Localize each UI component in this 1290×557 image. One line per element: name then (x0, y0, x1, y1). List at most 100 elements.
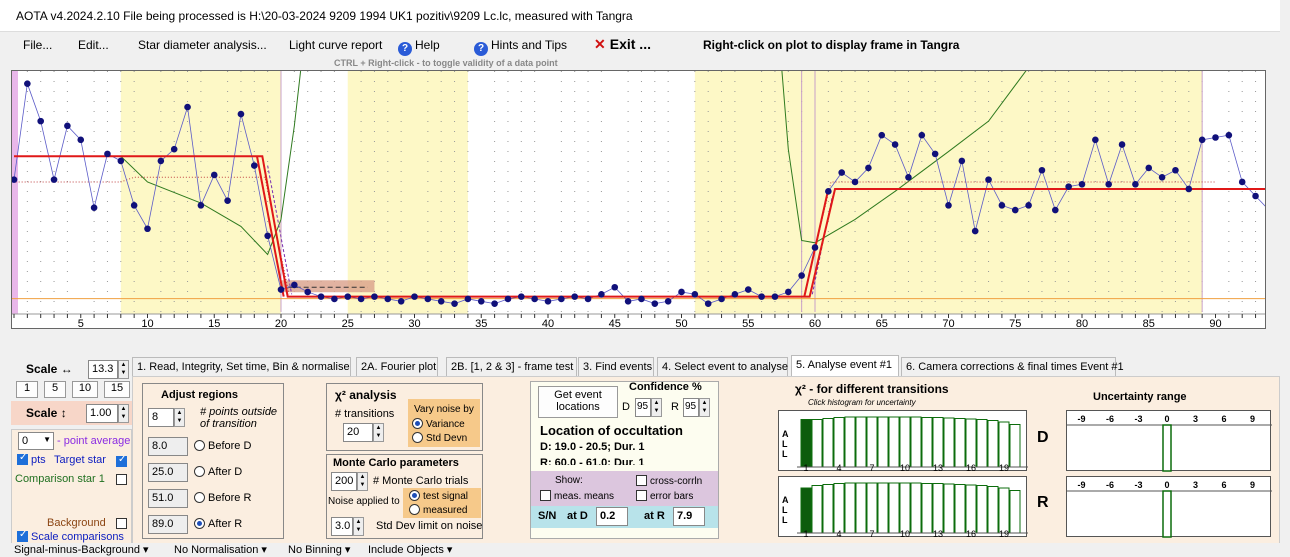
title-bar: AOTA v4.2024.2.10 File being processed i… (0, 0, 1280, 32)
histogram-bar (998, 421, 1010, 468)
variance-radio[interactable]: Variance (412, 418, 465, 430)
points-outside-spinner[interactable]: ▲ ▼ (174, 408, 185, 427)
data-point (304, 288, 312, 296)
r-confidence-input[interactable]: 95 (683, 398, 699, 417)
data-point (197, 202, 205, 209)
menu-file[interactable]: File... (23, 38, 53, 52)
d-uncertainty-plot[interactable]: -9 -6 -3 0 3 6 9 (1066, 410, 1272, 472)
scale-15-button[interactable]: 15 (104, 381, 130, 398)
scale-v-spinner[interactable]: ▲ ▼ (118, 404, 129, 423)
comparison-star-checkbox[interactable] (116, 474, 127, 485)
sd-limit-spinner[interactable]: ▲ ▼ (353, 517, 364, 536)
data-point (811, 244, 819, 251)
histogram-bar (888, 416, 900, 468)
error-bars-checkbox[interactable]: error bars (636, 490, 693, 502)
scale-v-input[interactable]: 1.00 (86, 404, 118, 423)
before-d-radio[interactable]: Before D (194, 440, 251, 452)
data-point (1105, 181, 1112, 188)
data-point (731, 290, 739, 298)
background-checkbox[interactable] (116, 518, 127, 529)
scale-h-input[interactable]: 13.3 (88, 360, 118, 379)
data-point (785, 288, 792, 296)
signal-mode-dropdown[interactable]: Signal-minus-Background ▾ (14, 544, 149, 556)
scale-10-button[interactable]: 10 (72, 381, 98, 398)
trials-input[interactable]: 200 (331, 472, 357, 491)
binning-dropdown[interactable]: No Binning ▾ (288, 544, 351, 556)
menu-help[interactable]: ? Help (398, 38, 440, 56)
after-r-radio[interactable]: After R (194, 518, 242, 530)
measured-radio[interactable]: measured (409, 504, 467, 516)
transitions-input[interactable]: 20 (343, 423, 373, 442)
meas-means-checkbox[interactable]: meas. means (540, 490, 614, 502)
r-confidence-spinner[interactable]: ▲ ▼ (699, 398, 710, 417)
tab-camera-corrections[interactable]: 6. Camera corrections & final times Even… (901, 357, 1124, 376)
menu-hints-label: Hints and Tips (491, 38, 568, 52)
data-point (531, 295, 538, 303)
variance-radio-icon (412, 418, 423, 429)
data-point (958, 157, 966, 165)
data-point (758, 293, 765, 300)
d-histogram-svg[interactable]: A L L 1 4 7 10 13 16 19 (779, 411, 1028, 473)
tab-read[interactable]: 1. Read, Integrity, Set time, Bin & norm… (132, 357, 351, 376)
transitions-spinner[interactable]: ▲ ▼ (373, 423, 384, 442)
after-r-band (801, 71, 1203, 328)
sd-limit-input[interactable]: 3.0 (331, 517, 353, 536)
light-curve-svg[interactable]: 5 10 15 20 25 30 35 40 45 50 55 60 65 70 75 80 85 90 (12, 71, 1266, 329)
adjust-regions-title: Adjust regions (161, 389, 239, 401)
tab-find-events[interactable]: 3. Find events (578, 357, 654, 376)
d-confidence-spinner[interactable]: ▲ ▼ (651, 398, 662, 417)
include-objects-dropdown[interactable]: Include Objects ▾ (368, 544, 453, 556)
data-point (24, 80, 31, 87)
get-event-locations-button[interactable]: Get event locations (538, 386, 618, 418)
before-r-radio[interactable]: Before R (194, 492, 251, 504)
tab-frame-test[interactable]: 2B. [1, 2 & 3] - frame test (446, 357, 577, 376)
normalisation-dropdown[interactable]: No Normalisation ▾ (174, 544, 267, 556)
menu-exit[interactable]: ✕ Exit ... (594, 36, 651, 53)
scale-1-button[interactable]: 1 (16, 381, 38, 398)
menu-edit[interactable]: Edit... (78, 38, 109, 52)
data-point (1172, 166, 1179, 174)
r-uncertainty-plot[interactable]: -9 -6 -3 0 3 6 9 (1066, 476, 1272, 538)
scale-5-button[interactable]: 5 (44, 381, 66, 398)
tab-select-event[interactable]: 4. Select event to analyse (657, 357, 788, 376)
target-star-checkbox[interactable] (116, 454, 127, 467)
data-point (638, 295, 645, 303)
tab-fourier[interactable]: 2A. Fourier plot (356, 357, 438, 376)
transitions-label: # transitions (335, 408, 395, 420)
test-signal-radio[interactable]: test signal (409, 490, 468, 502)
menu-light-curve-report[interactable]: Light curve report (289, 38, 383, 52)
trials-spinner[interactable]: ▲ ▼ (357, 472, 368, 491)
menu-hints[interactable]: ? Hints and Tips (474, 38, 567, 56)
r-histogram-svg[interactable]: A L L 1 4 7 10 13 16 19 (779, 477, 1028, 539)
pts-checkbox[interactable]: pts (17, 452, 46, 466)
data-point (237, 110, 245, 118)
data-point (437, 298, 445, 305)
scale-h-spinner[interactable]: ▲ ▼ (118, 360, 129, 379)
uncertainty-tick-label: -6 (1106, 480, 1114, 490)
d-confidence-input[interactable]: 95 (635, 398, 651, 417)
light-curve-plot[interactable]: 5 10 15 20 25 30 35 40 45 50 55 60 65 70 75 80 85 90 (11, 70, 1266, 329)
scale-comparisons-checkbox[interactable]: Scale comparisons (17, 529, 124, 543)
point-average-select[interactable]: 0 ▼ (18, 432, 54, 450)
data-point (664, 298, 672, 305)
d-location-value: D: 19.0 - 20.5; Dur. 1 (540, 441, 645, 453)
all-label-char: L (782, 505, 788, 515)
stddev-radio[interactable]: Std Devn (412, 432, 467, 444)
uncertainty-tick-label: 9 (1250, 414, 1255, 424)
monte-carlo-title: Monte Carlo parameters (333, 457, 459, 469)
histogram-tick-label: 13 (933, 463, 943, 472)
d-histogram[interactable]: A L L 1 4 7 10 13 16 19 (778, 410, 1028, 473)
histogram-bar (910, 416, 922, 468)
data-point (678, 288, 685, 296)
chi2-title: χ² - for different transitions (795, 382, 949, 396)
histogram-bar (910, 482, 922, 534)
data-point (1238, 178, 1246, 186)
x-tick-label: 80 (1076, 318, 1088, 329)
tab-analyse-event[interactable]: 5. Analyse event #1 (791, 355, 899, 377)
after-d-radio[interactable]: After D (194, 466, 242, 478)
points-outside-input[interactable]: 8 (148, 408, 174, 427)
histogram-tick-label: 7 (869, 529, 874, 538)
menu-star-diameter[interactable]: Star diameter analysis... (138, 38, 267, 52)
cross-correlation-checkbox[interactable]: cross-corrln (636, 475, 702, 487)
r-histogram[interactable]: A L L 1 4 7 10 13 16 19 (778, 476, 1028, 539)
